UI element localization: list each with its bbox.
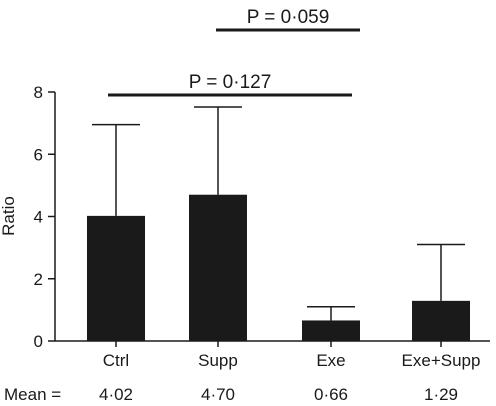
- y-tick-label: 2: [34, 270, 43, 289]
- p-value-label: P = 0·059: [247, 7, 330, 28]
- x-tick-label: Exe: [316, 351, 345, 370]
- bar-supp: [189, 194, 247, 341]
- mean-value: 4·70: [201, 385, 235, 404]
- y-ticks-group: 0 2 4 6 8: [34, 83, 55, 351]
- mean-row-label: Mean =: [4, 385, 61, 404]
- x-tick-label: Exe+Supp: [402, 351, 481, 370]
- p-value-label: P = 0·127: [189, 72, 272, 93]
- significance-annotations: P = 0·059 P = 0·127: [108, 7, 360, 97]
- mean-value: 4·02: [99, 385, 133, 404]
- mean-row: Mean = 4·02 4·70 0·66 1·29: [4, 385, 458, 404]
- bar-ctrl: [87, 215, 145, 341]
- y-axis-label: Ratio: [0, 196, 18, 236]
- x-tick-label: Ctrl: [103, 351, 129, 370]
- x-tick-labels-group: Ctrl Supp Exe Exe+Supp: [103, 341, 481, 370]
- error-bars-group: [92, 106, 465, 321]
- bar-exe-supp: [412, 300, 470, 341]
- y-tick-label: 0: [34, 332, 43, 351]
- y-tick-label: 4: [34, 208, 43, 227]
- bars-group: [87, 194, 470, 341]
- x-tick-label: Supp: [198, 351, 238, 370]
- y-tick-label: 8: [34, 83, 43, 102]
- mean-value: 0·66: [314, 385, 348, 404]
- bar-exe: [302, 320, 360, 341]
- mean-value: 1·29: [424, 385, 458, 404]
- y-tick-label: 6: [34, 145, 43, 164]
